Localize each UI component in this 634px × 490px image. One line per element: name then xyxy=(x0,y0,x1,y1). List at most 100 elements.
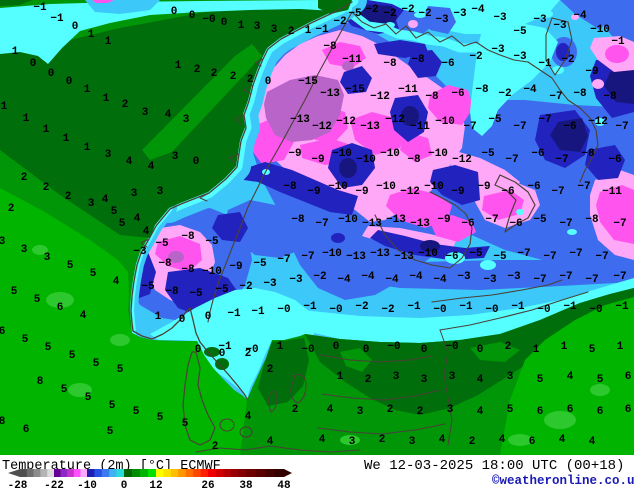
svg-text:5: 5 xyxy=(133,406,140,418)
svg-text:5: 5 xyxy=(597,374,604,386)
svg-text:−1: −1 xyxy=(459,301,473,313)
svg-text:−2: −2 xyxy=(401,4,414,16)
svg-text:−8: −8 xyxy=(581,148,595,160)
svg-text:−10: −10 xyxy=(338,214,358,226)
svg-text:0: 0 xyxy=(171,6,178,18)
svg-text:3: 3 xyxy=(507,371,514,383)
svg-text:−13: −13 xyxy=(410,218,430,230)
svg-text:0: 0 xyxy=(221,17,228,29)
svg-text:−11: −11 xyxy=(398,84,418,96)
svg-text:−7: −7 xyxy=(551,186,564,198)
svg-text:−7: −7 xyxy=(517,248,530,260)
svg-text:−3: −3 xyxy=(263,278,277,290)
svg-text:−1: −1 xyxy=(218,341,232,353)
svg-text:0: 0 xyxy=(48,68,55,80)
svg-text:5: 5 xyxy=(34,294,41,306)
svg-text:2: 2 xyxy=(8,203,15,215)
svg-text:−9: −9 xyxy=(451,186,464,198)
svg-text:−5: −5 xyxy=(189,288,203,300)
svg-text:−7: −7 xyxy=(559,218,572,230)
svg-text:−2: −2 xyxy=(355,301,368,313)
svg-text:−0: −0 xyxy=(202,14,215,26)
svg-text:−3: −3 xyxy=(483,274,497,286)
svg-text:−2: −2 xyxy=(333,16,346,28)
svg-text:−6: −6 xyxy=(441,58,454,70)
svg-text:0: 0 xyxy=(219,348,226,360)
svg-text:2: 2 xyxy=(230,71,237,83)
svg-text:3: 3 xyxy=(254,21,261,33)
svg-text:−4: −4 xyxy=(337,274,351,286)
svg-text:-10: -10 xyxy=(77,480,97,490)
svg-text:1: 1 xyxy=(12,46,19,58)
svg-text:0: 0 xyxy=(30,58,37,70)
svg-text:2: 2 xyxy=(267,364,274,376)
svg-text:−12: −12 xyxy=(400,186,420,198)
svg-text:4: 4 xyxy=(126,156,133,168)
svg-text:−8: −8 xyxy=(283,181,297,193)
svg-text:−11: −11 xyxy=(602,186,622,198)
svg-text:−10: −10 xyxy=(356,154,376,166)
svg-text:−2: −2 xyxy=(239,281,252,293)
svg-text:2: 2 xyxy=(194,64,201,76)
svg-text:−12: −12 xyxy=(385,114,405,126)
svg-text:−8: −8 xyxy=(475,84,489,96)
svg-text:−9: −9 xyxy=(477,181,490,193)
svg-text:3: 3 xyxy=(349,436,356,448)
svg-text:−13: −13 xyxy=(346,251,366,263)
svg-text:0: 0 xyxy=(72,21,79,33)
svg-text:−1: −1 xyxy=(563,301,577,313)
svg-text:-28: -28 xyxy=(8,480,28,490)
svg-text:−7: −7 xyxy=(513,121,526,133)
svg-text:−1: −1 xyxy=(50,13,64,25)
svg-text:−2: −2 xyxy=(418,8,431,20)
svg-text:−8: −8 xyxy=(425,91,439,103)
svg-text:−8: −8 xyxy=(585,214,599,226)
svg-text:−8: −8 xyxy=(158,258,172,270)
svg-text:6: 6 xyxy=(0,326,5,338)
svg-text:−5: −5 xyxy=(205,236,219,248)
svg-text:−15: −15 xyxy=(298,76,318,88)
svg-text:1: 1 xyxy=(103,93,110,105)
svg-text:−2: −2 xyxy=(383,8,396,20)
svg-text:−7: −7 xyxy=(277,254,290,266)
svg-text:−1: −1 xyxy=(407,301,421,313)
svg-text:0: 0 xyxy=(205,311,212,323)
svg-text:4: 4 xyxy=(589,436,596,448)
svg-text:−7: −7 xyxy=(559,271,572,283)
svg-text:−7: −7 xyxy=(538,114,551,126)
svg-text:−10: −10 xyxy=(322,248,342,260)
svg-text:4: 4 xyxy=(439,434,446,446)
svg-text:−5: −5 xyxy=(469,248,483,260)
svg-text:−5: −5 xyxy=(488,114,502,126)
svg-text:5: 5 xyxy=(589,344,596,356)
svg-text:3: 3 xyxy=(0,236,6,248)
svg-text:−4: −4 xyxy=(523,84,537,96)
svg-text:−7: −7 xyxy=(301,251,314,263)
svg-text:−10: −10 xyxy=(332,148,352,160)
svg-text:2: 2 xyxy=(122,99,129,111)
svg-text:5: 5 xyxy=(61,384,68,396)
svg-text:−4: −4 xyxy=(385,274,399,286)
svg-text:−10: −10 xyxy=(435,116,455,128)
svg-text:48: 48 xyxy=(277,480,291,490)
svg-text:3: 3 xyxy=(447,404,454,416)
svg-text:1: 1 xyxy=(277,341,284,353)
svg-text:−12: −12 xyxy=(452,154,472,166)
svg-text:1: 1 xyxy=(1,101,8,113)
svg-text:−15: −15 xyxy=(345,84,365,96)
svg-text:−5: −5 xyxy=(348,8,362,20)
svg-text:−3: −3 xyxy=(453,8,467,20)
svg-text:−7: −7 xyxy=(315,218,328,230)
svg-text:−3: −3 xyxy=(435,14,449,26)
svg-text:−9: −9 xyxy=(229,261,242,273)
svg-text:−1: −1 xyxy=(611,36,625,48)
svg-text:5: 5 xyxy=(67,260,74,272)
svg-text:−7: −7 xyxy=(585,274,598,286)
svg-text:1: 1 xyxy=(88,29,95,41)
svg-text:2: 2 xyxy=(387,404,394,416)
svg-text:5: 5 xyxy=(111,206,118,218)
svg-text:−10: −10 xyxy=(380,148,400,160)
svg-text:−8: −8 xyxy=(323,41,337,53)
svg-text:4: 4 xyxy=(80,310,87,322)
svg-text:−3: −3 xyxy=(457,271,471,283)
